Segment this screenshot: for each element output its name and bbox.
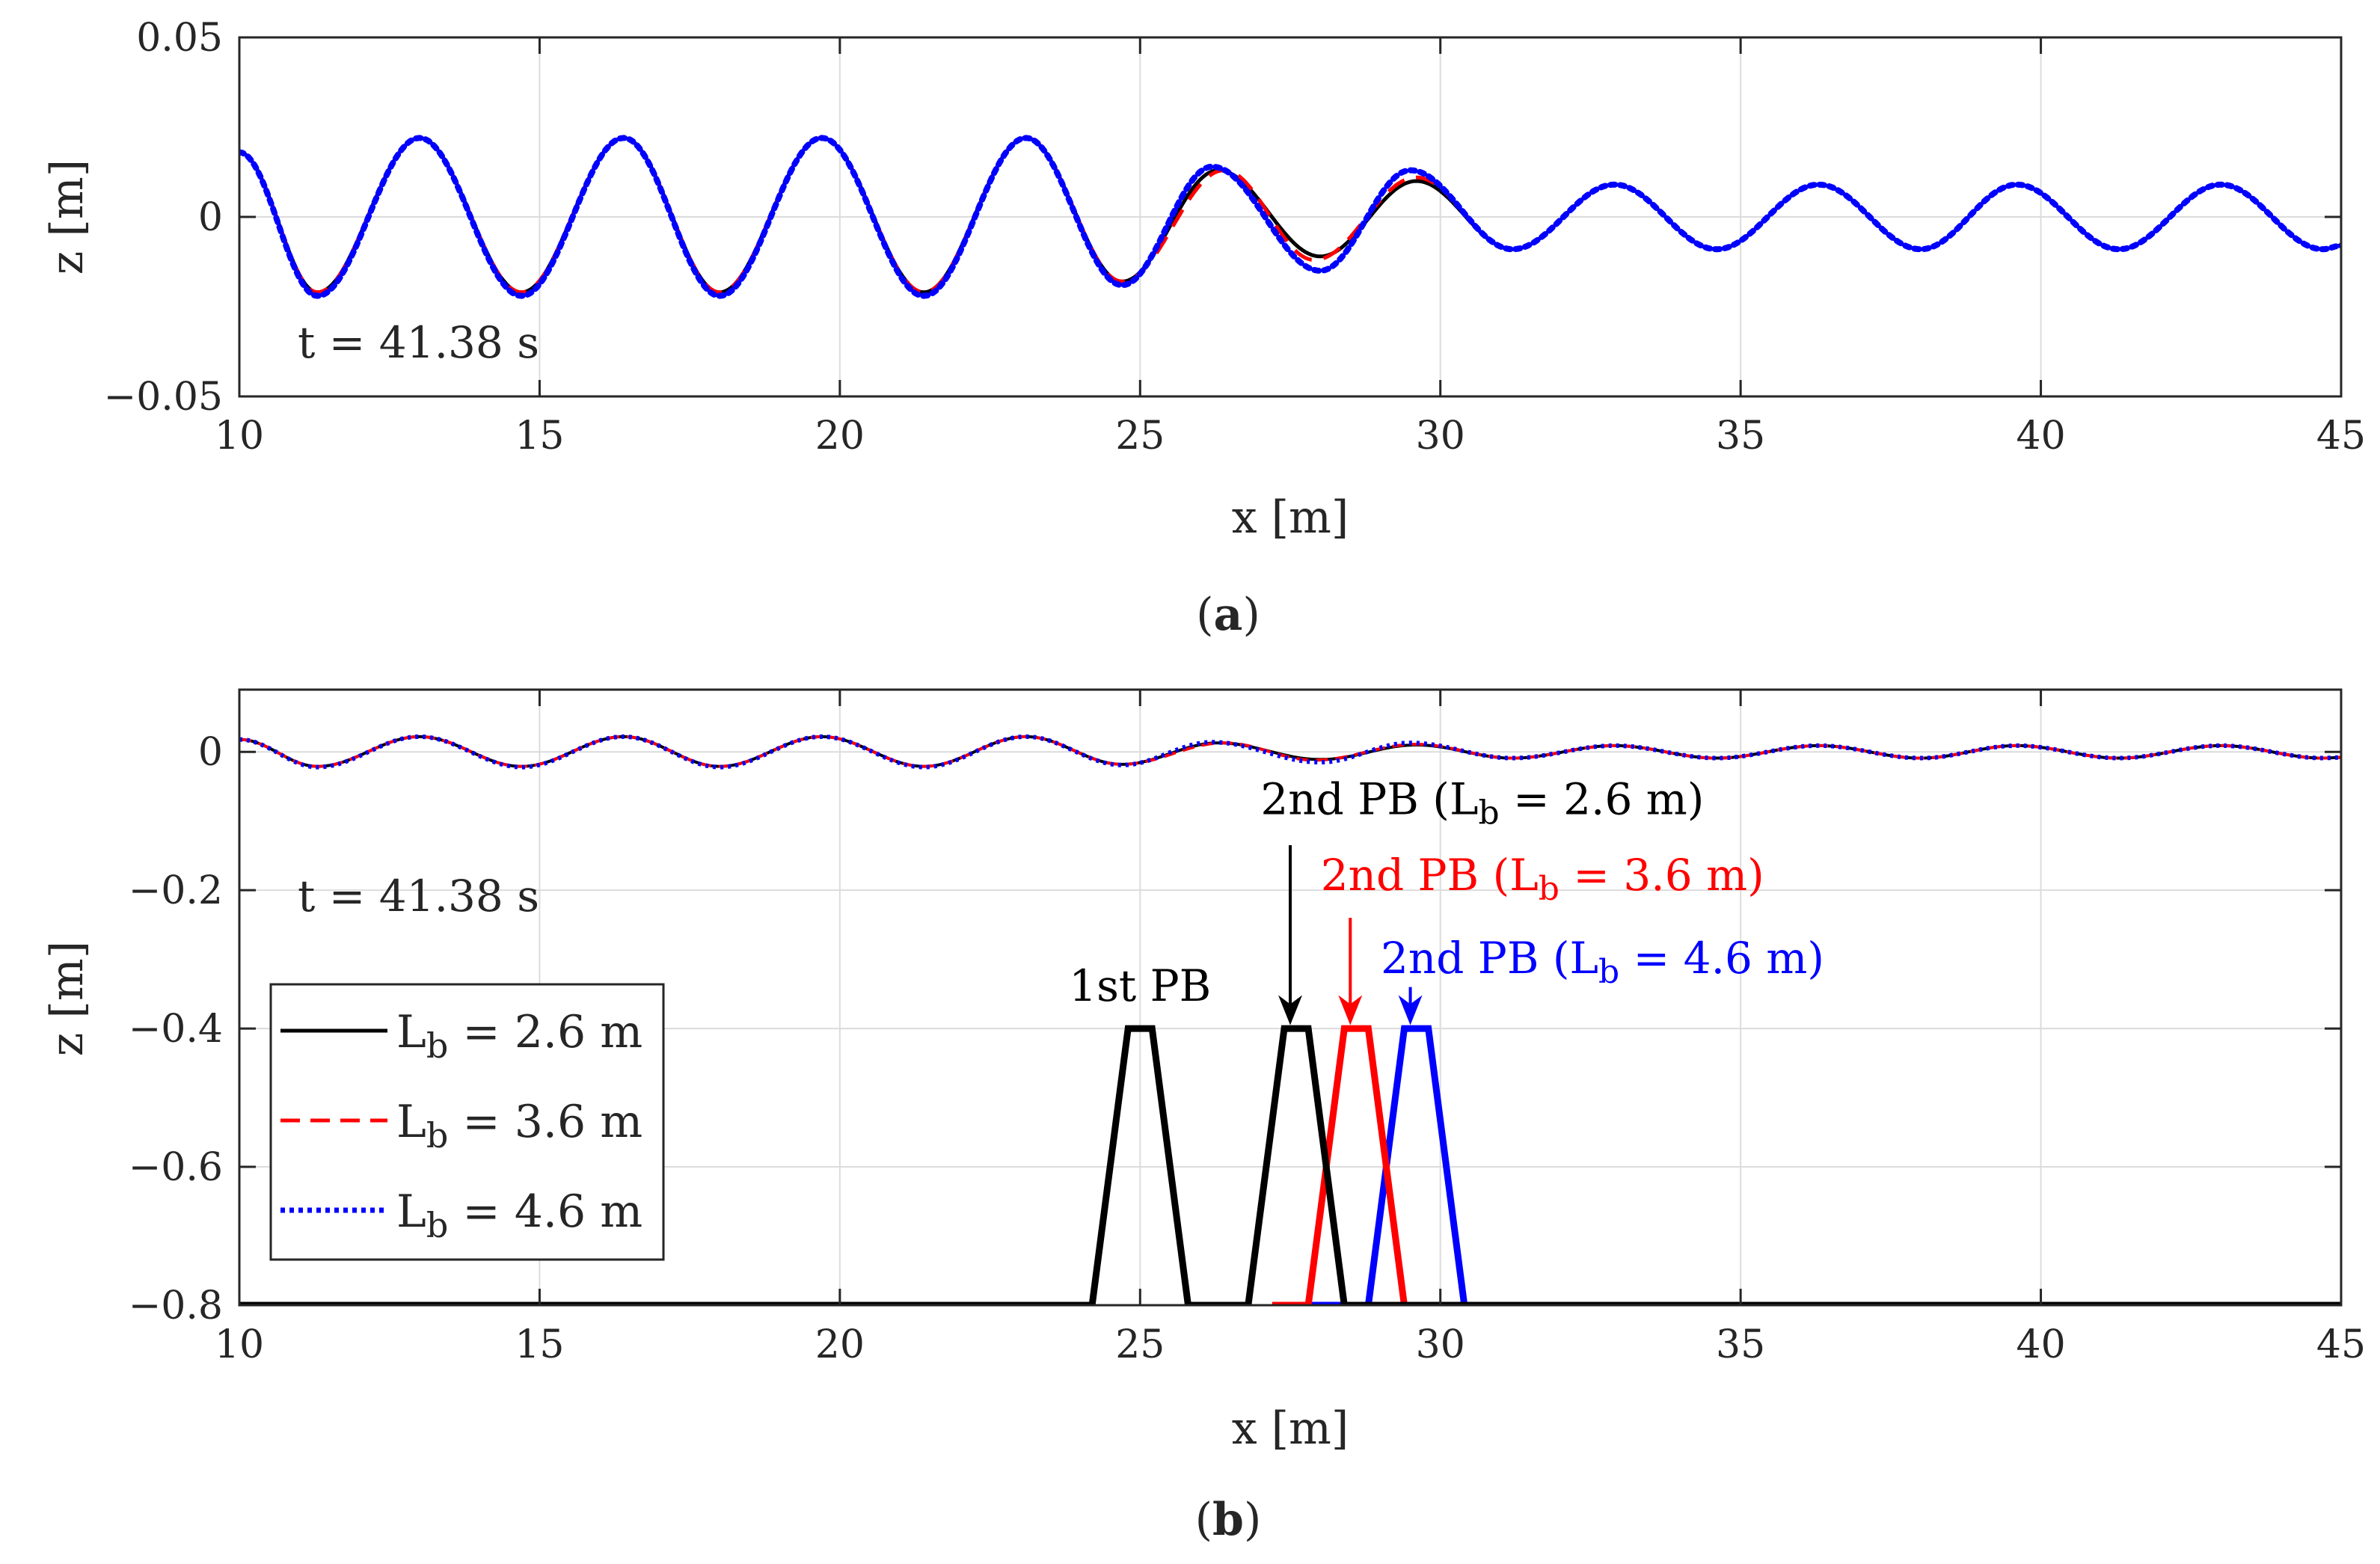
panel-a-series-lb_3_6 — [239, 135, 2341, 295]
panel-a-grid — [239, 37, 2341, 397]
panel-b-xtick-label: 20 — [815, 1322, 865, 1367]
panel-b-ytick-label: −0.4 — [129, 1007, 223, 1052]
legend-label-lb_2_6: Lb = 2.6 m — [396, 1006, 642, 1066]
panel-a-ytick-label: −0.05 — [104, 375, 223, 420]
panel-a-xlabel: x [m] — [1232, 491, 1349, 544]
panel-b-annotation: t = 41.38 s — [298, 871, 539, 921]
panel-b-lines — [239, 734, 2341, 1305]
legend-label-lb_4_6: Lb = 4.6 m — [396, 1186, 642, 1245]
panel-b-annotation-1: 2nd PB (Lb = 2.6 m) — [1260, 773, 1704, 832]
panel-b-annotation-0: 1st PB — [1069, 960, 1211, 1011]
panel-a-xtick-label: 20 — [815, 414, 865, 459]
panel-a-xtick-label: 35 — [1716, 414, 1765, 459]
panel-a-xtick-label: 40 — [2016, 414, 2065, 459]
panel-b-axes-box — [238, 688, 2343, 1307]
panel-b-xtick-label: 30 — [1416, 1322, 1465, 1367]
panel-b-ytick-label: −0.6 — [129, 1145, 223, 1190]
legend-label-lb_3_6: Lb = 3.6 m — [396, 1096, 642, 1156]
panel-a-ytick-label: 0.05 — [136, 16, 223, 61]
panel-b: 10 15 20 25 30 35 40 45 −0.8 −0.6 −0.4 −0.2 0 1st PB… — [41, 688, 2366, 1546]
panel-a-series-lb_2_6 — [239, 135, 2341, 295]
panel-a-xtick-label: 25 — [1115, 414, 1165, 459]
panel-b-xtick-label: 10 — [215, 1322, 264, 1367]
panel-b-ytick-label: −0.2 — [129, 868, 223, 913]
panel-b-xlabel: x [m] — [1232, 1402, 1349, 1455]
panel-b-annotations: 1st PB 2nd PB (Lb = 2.6 m) 2nd PB (Lb = 3.… — [1069, 773, 1824, 1025]
panel-b-ytick-label: −0.8 — [129, 1284, 223, 1328]
panel-b-breakwater-lb_2_6 — [239, 1025, 2341, 1305]
panel-a-ytick-label: 0 — [198, 195, 223, 240]
panel-b-surface-lb_3_6 — [239, 735, 2341, 768]
panel-a-annotation: t = 41.38 s — [298, 317, 539, 368]
panel-b-annotation-2: 2nd PB (Lb = 3.6 m) — [1321, 850, 1764, 908]
panel-a-xtick-label: 15 — [515, 414, 564, 459]
panel-b-arrow-head-lb_2_6 — [1278, 995, 1302, 1025]
panel-b-xtick-label: 40 — [2016, 1322, 2065, 1367]
panel-b-ticks: 10 15 20 25 30 35 40 45 −0.8 −0.6 −0.4 −0.2 0 — [129, 690, 2366, 1367]
panel-b-annotation-3: 2nd PB (Lb = 4.6 m) — [1381, 933, 1824, 991]
panel-b-breakwater-lb_4_6 — [1272, 1025, 1500, 1305]
panel-b-legend: Lb = 2.6 m Lb = 3.6 m Lb = 4.6 m — [269, 983, 665, 1261]
panel-b-ytick-label: 0 — [198, 730, 223, 775]
panel-a-xtick-label: 30 — [1416, 414, 1465, 459]
panel-a: 10 15 20 25 30 35 40 45 −0.05 0 0.05 t = 41.38 s x… — [41, 16, 2366, 641]
panel-b-xtick-label: 35 — [1716, 1322, 1765, 1367]
panel-b-ylabel: z [m] — [41, 941, 93, 1056]
panel-a-xtick-label: 10 — [215, 414, 264, 459]
panel-a-caption: (a) — [1196, 589, 1260, 641]
panel-b-xtick-label: 25 — [1115, 1322, 1165, 1367]
panel-a-lines — [239, 135, 2341, 299]
panel-a-ticks: 10 15 20 25 30 35 40 45 −0.05 0 0.05 — [104, 16, 2366, 459]
panel-b-caption: (b) — [1195, 1494, 1262, 1546]
panel-b-arrow-head-lb_3_6 — [1338, 995, 1363, 1025]
panel-b-xtick-label: 45 — [2316, 1322, 2366, 1367]
panel-b-breakwater-lb_3_6 — [1272, 1025, 1465, 1305]
panel-b-arrow-head-lb_4_6 — [1398, 995, 1423, 1025]
panel-a-xtick-label: 45 — [2316, 414, 2366, 459]
panel-a-series-lb_4_6 — [239, 135, 2341, 299]
panel-a-ylabel: z [m] — [41, 159, 93, 275]
panel-b-xtick-label: 15 — [515, 1322, 564, 1367]
